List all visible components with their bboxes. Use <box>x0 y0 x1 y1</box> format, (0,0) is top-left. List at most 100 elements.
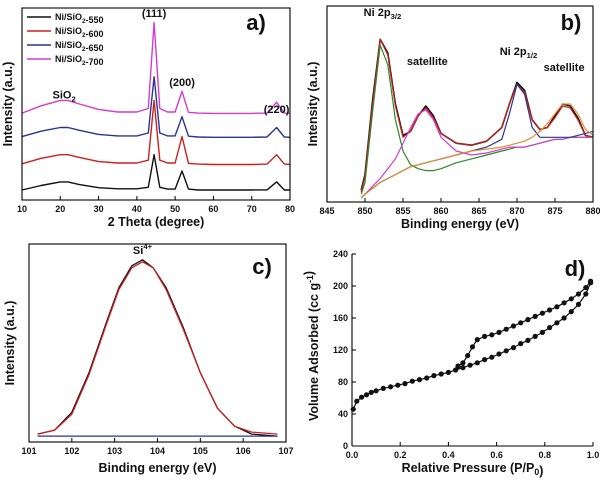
panel-a-legend-label: Ni/SiO2-550 <box>55 12 104 25</box>
panel-d-ytick-label: 0 <box>343 441 348 451</box>
panel-d-xtick-label: 0.8 <box>539 450 552 460</box>
panel-d-point-desorption <box>583 285 589 291</box>
panel-d-ytick-label: 40 <box>338 409 348 419</box>
panel-d-point-desorption <box>489 332 495 338</box>
panel-a-series-2 <box>21 99 291 166</box>
panel-b-xtick-label: 845 <box>319 206 334 216</box>
panel-d-ytick-label: 80 <box>338 377 348 387</box>
panel-d-point-adsorption <box>368 389 374 395</box>
panel-b-series-5 <box>360 83 594 199</box>
panel-d-point-desorption <box>588 278 594 284</box>
panel-d-point-adsorption <box>373 388 379 394</box>
panel-a-legend-label: Ni/SiO2-650 <box>55 40 104 53</box>
panel-d-point-adsorption <box>547 325 553 331</box>
panel-b-xtick-label: 870 <box>509 206 524 216</box>
panel-d-point-adsorption <box>583 291 589 297</box>
panel-d-point-desorption <box>465 353 471 359</box>
panel-a-xtick-label: 70 <box>247 204 257 214</box>
panel-d-point-desorption <box>503 326 509 332</box>
panel-d-point-desorption <box>539 310 546 316</box>
panel-d-point-desorption <box>561 300 567 306</box>
panel-c-ylabel: Intensity (a.u.) <box>3 301 17 386</box>
panel-d-point-desorption <box>469 344 476 350</box>
panel-d-point-desorption <box>510 323 517 329</box>
panel-d-xtick-label: 1.0 <box>587 450 600 460</box>
panel-b-xlabel: Binding energy (eV) <box>401 217 519 231</box>
panel-d-ytick-label: 240 <box>333 249 348 259</box>
panel-a-annotation: (111) <box>142 8 167 20</box>
panel-b-annotation: Ni 2p1/2 <box>500 46 538 60</box>
panel-d-xtick-label: 0.2 <box>394 450 407 460</box>
panel-a-xrd: 10 20 30 40 50 60 70 80 2 Theta (degree) Intensit… <box>1 7 295 229</box>
panel-d-point-desorption <box>455 363 461 369</box>
panel-c-xtick-label: 105 <box>193 446 208 456</box>
panel-b-xtick-label: 865 <box>471 206 486 216</box>
panel-b-annotation: satellite <box>407 56 448 68</box>
panel-a-legend-label: Ni/SiO2-700 <box>55 54 104 67</box>
panel-a-xtick-label: 10 <box>17 204 27 214</box>
panel-d-point-adsorption <box>561 315 567 321</box>
panel-a-legend-label: Ni/SiO2-600 <box>55 26 104 39</box>
panel-b-xtick-label: 850 <box>357 206 372 216</box>
panel-c-xtick-label: 104 <box>150 446 165 456</box>
panel-b-annotation: satellite <box>544 62 585 74</box>
panel-d-point-desorption <box>532 313 538 319</box>
panel-a-xtick-label: 20 <box>55 204 65 214</box>
panel-d-point-adsorption <box>489 354 495 360</box>
panel-d-point-adsorption <box>539 329 546 335</box>
panel-d-point-adsorption <box>409 378 415 384</box>
panel-d-point-adsorption <box>363 392 370 398</box>
panel-c-xtick-label: 106 <box>236 446 251 456</box>
panel-a-xtick-label: 80 <box>285 204 295 214</box>
panel-d-point-desorption <box>518 320 524 326</box>
panel-d-point-desorption <box>575 291 582 297</box>
panel-d-point-desorption <box>547 307 553 313</box>
panel-d-point-adsorption <box>575 301 582 307</box>
panel-d-ytick-label: 120 <box>333 345 348 355</box>
panel-b-ni2p-xps: 845 850 855 860 865 870 875 880 Binding energy (… <box>306 5 600 231</box>
panel-d-point-desorption <box>554 304 560 310</box>
panel-c-series-2 <box>37 261 278 435</box>
panel-a-xtick-label: 50 <box>170 204 180 214</box>
panel-b-series-4 <box>360 109 593 199</box>
panel-d-point-desorption <box>482 333 488 339</box>
panel-d-point-adsorption <box>380 385 386 391</box>
panel-a-xtick-label: 40 <box>132 204 142 214</box>
panel-d-xtick-label: 0.4 <box>442 450 455 460</box>
panel-b-xtick-label: 875 <box>547 206 562 216</box>
panel-a-label: a) <box>246 10 266 35</box>
panel-d-point-adsorption <box>525 337 531 343</box>
panel-d-point-adsorption <box>568 309 574 315</box>
panel-d-point-adsorption <box>431 373 437 379</box>
panel-c-xtick-label: 103 <box>107 446 122 456</box>
panel-d-point-desorption <box>474 337 480 343</box>
panel-d-point-adsorption <box>424 375 430 381</box>
panel-a-xtick-label: 30 <box>94 204 104 214</box>
panel-d-point-desorption <box>525 317 531 323</box>
panel-d-isotherm: 0 40 80 120 160 200 240 0.0 0.2 0.4 0.6 0.8 1.0 Relat… <box>302 249 599 478</box>
panel-c-xtick-label: 102 <box>64 446 79 456</box>
panel-d-point-adsorption <box>503 348 509 354</box>
panel-d-point-adsorption <box>350 406 356 412</box>
panel-a-xlabel: 2 Theta (degree) <box>108 215 205 229</box>
panel-a-xtick-label: 60 <box>208 204 218 214</box>
panel-d-point-adsorption <box>416 377 423 383</box>
panel-d-ytick-label: 200 <box>333 281 348 291</box>
panel-b-frame <box>326 5 594 203</box>
panel-d-point-adsorption <box>474 360 480 366</box>
panel-d-point-adsorption <box>467 362 473 368</box>
panel-d-point-adsorption <box>460 365 466 371</box>
panel-d-xtick-label: 0.6 <box>490 450 503 460</box>
panel-d-ylabel: Volume Adsorbed (cc g-1) <box>302 271 321 421</box>
panel-c-xtick-label: 101 <box>21 446 36 456</box>
panel-d-point-adsorption <box>402 381 408 387</box>
panel-d-point-adsorption <box>388 384 394 390</box>
panel-b-series-2 <box>360 38 594 193</box>
panel-a-annotation: (200) <box>169 77 195 89</box>
panel-a-frame <box>21 7 291 201</box>
panel-b-annotation: Ni 2p3/2 <box>364 7 402 21</box>
panel-d-label: d) <box>565 256 586 281</box>
panel-b-xtick-label: 880 <box>585 206 600 216</box>
panel-d-point-adsorption <box>395 382 401 388</box>
